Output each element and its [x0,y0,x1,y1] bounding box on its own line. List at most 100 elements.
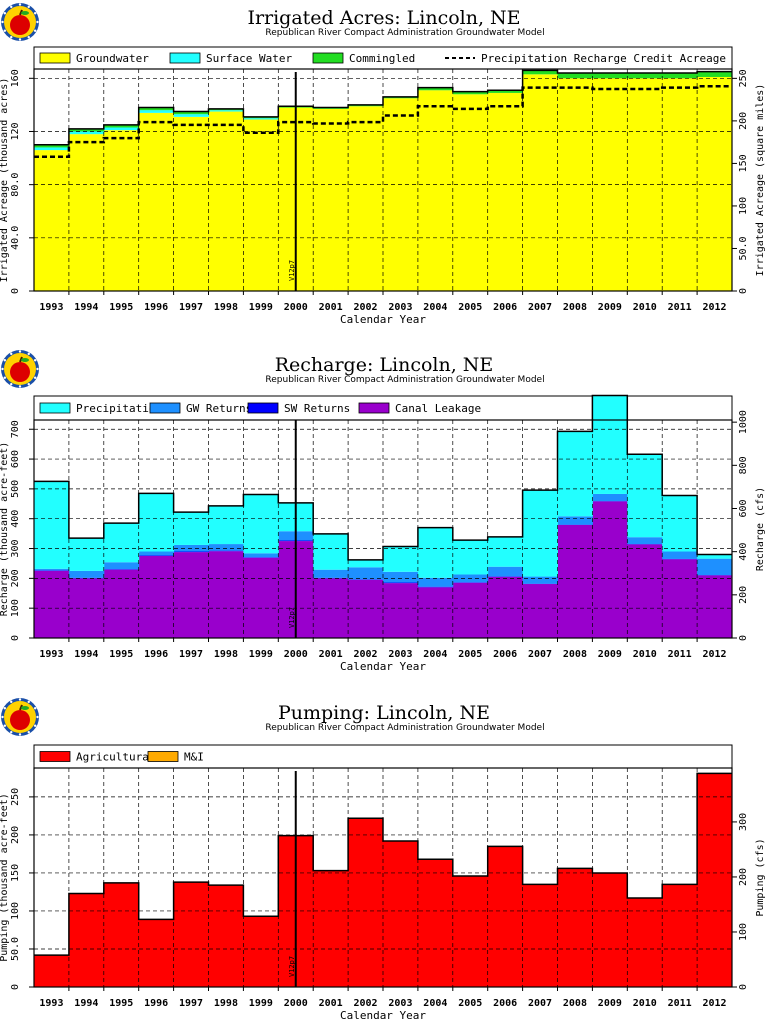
y-right-tick-label: 250 [738,69,749,87]
bar-segment [417,90,454,291]
y-right-tick-label: 200 [738,868,749,886]
x-axis-label: Calendar Year [340,313,426,326]
bar-segment [662,551,698,559]
bar-segment [348,567,384,580]
bar-segment [383,582,419,584]
y-tick-label: 200 [10,569,21,587]
bar-segment [243,119,279,291]
version-marker-label: V12p7 [288,607,296,628]
bar-segment [522,490,558,577]
bar-segment [313,870,349,987]
legend-label: Agricultural [76,751,155,764]
bar-segment [557,524,593,638]
bar-segment [208,551,244,638]
chart-title: Recharge: Lincoln, NE [275,354,494,376]
bar-segment [452,875,489,987]
bar-segment [34,570,70,571]
bar-segment [138,107,175,111]
y-right-tick-label: 200 [738,586,749,604]
bar-segment [348,579,384,638]
bar-segment [417,527,454,578]
bar-segment [627,544,663,638]
y-tick-label: 700 [10,420,21,438]
bar-segment [417,586,454,588]
bar-segment [313,533,349,570]
legend-swatch [312,52,344,64]
legend-swatch [39,52,71,64]
x-tick-label: 2001 [319,302,343,313]
x-tick-label: 1996 [144,998,168,1009]
bar-segment [452,582,489,583]
bar-segment [697,76,733,292]
x-tick-label: 2001 [319,649,343,660]
bar-segment [138,110,175,113]
bar-segment [592,872,628,987]
bar-segment [383,571,419,583]
bar-segment [243,916,279,987]
bar-segment [173,116,209,291]
bar-segment [522,576,558,584]
legend-swatch [247,402,279,414]
bar-segment [627,72,663,79]
bar-segment [452,540,489,575]
bar-segment [34,570,70,638]
x-tick-label: 2008 [563,302,587,313]
bar-segment [557,72,593,79]
x-tick-label: 2003 [388,302,412,313]
x-tick-label: 1995 [109,649,133,660]
bar-segment [34,150,70,291]
bar-segment [592,395,628,494]
bar-segment [592,501,628,638]
bar-segment [243,494,279,554]
x-tick-label: 2010 [633,302,657,313]
bar-segment [348,818,384,987]
bar-segment [103,130,140,291]
y-right-tick-label: 600 [738,499,749,517]
legend-label: Precipitation [76,402,162,415]
bar-segment [208,111,244,291]
bar-segment [452,91,489,95]
x-tick-label: 2001 [319,998,343,1009]
y-tick-label: 0 [10,635,21,641]
gridlines [34,768,732,987]
x-tick-label: 2005 [458,649,482,660]
y-tick-label: 200 [10,826,21,844]
y-tick-label: 400 [10,510,21,528]
bar-segment [103,523,140,563]
bar-segment [417,587,454,638]
x-tick-label: 2008 [563,998,587,1009]
y-right-tick-label: 0 [738,635,749,641]
y-right-tick-label: 300 [738,813,749,831]
x-tick-label: 2006 [493,649,517,660]
y-tick-label: 80.0 [10,173,21,197]
y-right-tick-label: 400 [738,543,749,561]
y-right-axis-label: Recharge (cfs) [755,487,766,571]
legend-label: Groundwater [76,52,149,65]
gridlines [34,420,732,638]
bar-segment [417,87,454,91]
bar-segment [173,552,209,638]
x-tick-label: 2007 [528,649,552,660]
y-right-axis-label: Irrigated Acreage (square miles) [755,84,766,277]
x-tick-label: 2007 [528,302,552,313]
bar-segment [34,568,70,571]
x-tick-label: 1999 [249,998,273,1009]
bar-segment [138,493,175,552]
bar-segment [697,773,733,987]
bar-segment [243,557,279,638]
x-tick-label: 1996 [144,649,168,660]
x-tick-label: 1999 [249,302,273,313]
bar-segment [173,551,209,553]
x-tick-label: 2009 [598,649,622,660]
y-right-tick-label: 100 [738,923,749,941]
bar-segment [697,575,733,638]
bar-segment [138,551,175,556]
y-tick-label: 500 [10,480,21,498]
y-axis-label: Pumping (thousand acre-feet) [0,793,10,962]
y-tick-label: 600 [10,450,21,468]
bar-segment [452,94,489,292]
bar-segment [557,431,593,517]
legend-label: Canal Leakage [395,402,481,415]
